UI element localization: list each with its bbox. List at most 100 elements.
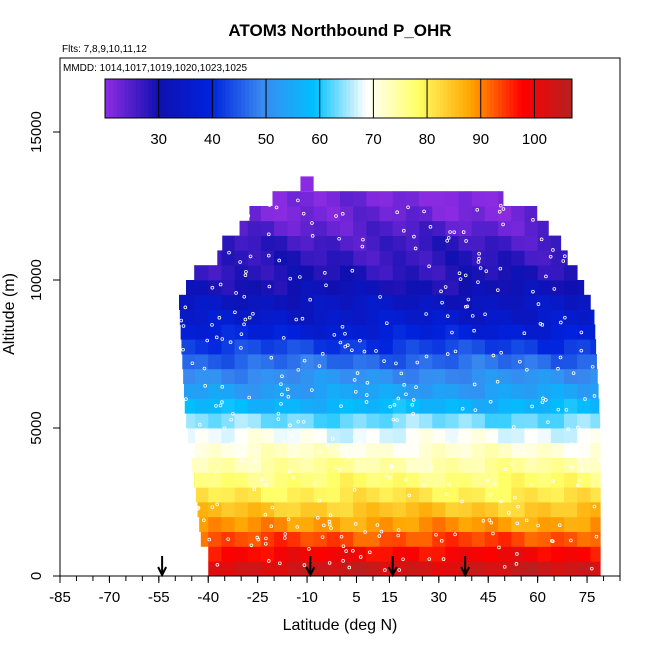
- sample-point: [476, 439, 481, 444]
- heatmap-cell: [313, 472, 328, 488]
- sample-point: [568, 538, 573, 543]
- sample-point: [240, 459, 244, 463]
- heatmap-cell: [419, 280, 433, 296]
- sample-point: [337, 236, 341, 241]
- colorbar-segment: [132, 79, 137, 118]
- heatmap-cell: [366, 472, 380, 488]
- heatmap-cell: [234, 413, 249, 429]
- sample-point: [563, 315, 567, 320]
- heatmap-cell: [247, 324, 262, 340]
- heatmap-cell: [550, 442, 565, 458]
- heatmap-cell: [524, 442, 539, 458]
- heatmap-cell: [550, 398, 565, 414]
- sample-point: [518, 359, 522, 364]
- heatmap-cell: [405, 546, 420, 562]
- heatmap-cell: [353, 235, 367, 251]
- heatmap-cell: [221, 428, 235, 444]
- sample-point: [388, 404, 392, 409]
- heatmap-cell: [498, 398, 512, 414]
- sample-point: [445, 238, 449, 243]
- colorbar-segment: [229, 79, 234, 118]
- heatmap-cell: [274, 294, 288, 310]
- colorbar-segment: [338, 79, 343, 118]
- colorbar-segment: [248, 79, 254, 118]
- sample-point: [279, 382, 283, 386]
- colorbar-segment: [455, 79, 460, 118]
- heatmap-cell: [300, 191, 315, 207]
- heatmap-cell: [432, 280, 446, 296]
- heatmap-cell: [326, 235, 341, 251]
- sample-point: [283, 532, 287, 536]
- heatmap-cell: [419, 472, 433, 488]
- heatmap-cell: [590, 487, 601, 503]
- sample-point: [531, 218, 535, 222]
- heatmap-cell: [590, 383, 599, 399]
- flight-markers: [157, 556, 471, 578]
- heatmap-cell: [458, 280, 473, 296]
- heatmap-cell: [550, 324, 565, 340]
- sample-point: [422, 209, 426, 214]
- heatmap-cell: [208, 561, 222, 577]
- heatmap-cell: [405, 531, 420, 547]
- heatmap-cell: [353, 561, 367, 577]
- heatmap-cell: [313, 339, 328, 355]
- heatmap-cell: [221, 383, 235, 399]
- heatmap-cell: [353, 206, 367, 222]
- heatmap-cell: [524, 206, 538, 222]
- heatmap-cell: [458, 428, 473, 444]
- heatmap-cell: [274, 383, 288, 399]
- heatmap-cell: [564, 309, 578, 325]
- heatmap-cell: [260, 442, 275, 458]
- heatmap-cell: [445, 265, 459, 281]
- colorbar-segment: [213, 79, 219, 118]
- heatmap-cell: [195, 487, 209, 503]
- heatmap-cell: [577, 354, 591, 370]
- sample-point: [389, 465, 394, 470]
- heatmap-cell: [445, 546, 459, 562]
- sample-point: [301, 419, 306, 424]
- heatmap-cell: [445, 191, 459, 207]
- heatmap-cell: [590, 309, 595, 325]
- colorbar-segment: [365, 79, 371, 118]
- sample-point: [446, 236, 451, 240]
- sample-point: [285, 387, 290, 392]
- sample-point: [269, 524, 274, 529]
- colorbar-segment: [108, 79, 114, 118]
- heatmap-cell: [498, 546, 512, 562]
- heatmap-cell: [353, 502, 367, 518]
- heatmap-cell: [498, 368, 512, 384]
- sample-point: [396, 528, 401, 532]
- heatmap-cell: [366, 354, 380, 370]
- colorbar-segment: [175, 79, 180, 118]
- heatmap-cell: [511, 428, 525, 444]
- heatmap-cell: [498, 457, 512, 473]
- sample-point: [597, 458, 602, 463]
- colorbar-segment: [322, 79, 328, 118]
- sample-point: [440, 300, 444, 305]
- sample-point: [536, 302, 541, 306]
- sample-point: [503, 467, 507, 472]
- heatmap-cell: [484, 220, 499, 236]
- heatmap-cell: [432, 502, 446, 518]
- heatmap-cell: [537, 220, 549, 236]
- heatmap-cell: [326, 413, 341, 429]
- heatmap-cell: [340, 354, 354, 370]
- heatmap-cell: [419, 516, 433, 532]
- heatmap-cell: [458, 368, 473, 384]
- heatmap-cell: [300, 250, 315, 266]
- sample-point: [478, 266, 483, 270]
- heatmap-cell: [300, 324, 315, 340]
- colorbar-segment: [517, 79, 522, 118]
- heatmap-cell: [247, 487, 262, 503]
- heatmap-cell: [287, 220, 301, 236]
- heatmap-cell: [340, 309, 354, 325]
- heatmap-cell: [221, 413, 235, 429]
- colorbar-segment: [252, 79, 258, 118]
- heatmap-cell: [564, 265, 578, 281]
- heatmap-cell: [524, 294, 539, 310]
- heatmap-cell: [405, 428, 420, 444]
- heatmap-cell: [432, 531, 446, 547]
- heatmap-cell: [590, 339, 597, 355]
- heatmap-cell: [340, 368, 354, 384]
